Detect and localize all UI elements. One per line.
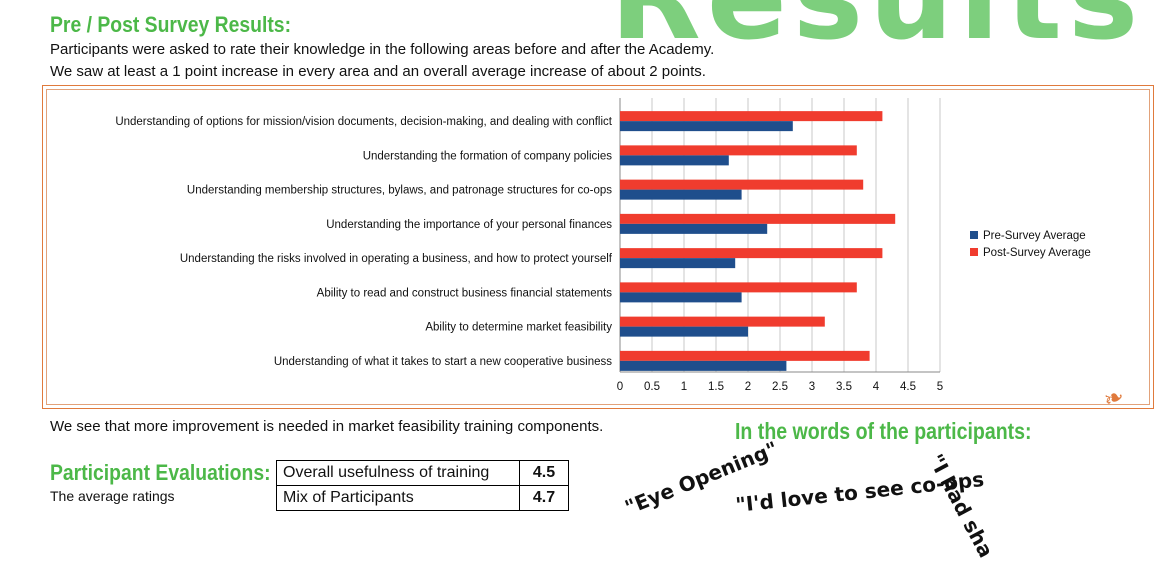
table-row: Mix of Participants 4.7 — [276, 485, 569, 511]
legend-label: Pre-Survey Average — [983, 230, 1086, 242]
x-tick-label: 2.5 — [772, 381, 788, 393]
bar-post — [620, 213, 896, 224]
survey-chart: 0 0.5 1 1.5 2 2.5 3 3.5 4 4.5 5 Understanding of op… — [115, 98, 1091, 393]
category-label: Understanding the formation of company p… — [363, 150, 613, 162]
category-label: Understanding of options for mission/vis… — [115, 116, 612, 128]
category-label: Understanding membership structures, byl… — [187, 185, 612, 197]
bar-post — [620, 248, 883, 259]
bar-post — [620, 350, 870, 361]
eval-label: Mix of Participants — [276, 485, 520, 511]
category-label: Understanding the importance of your per… — [326, 219, 612, 231]
intro-line-1: Participants were asked to rate their kn… — [50, 41, 715, 58]
big-title: Results — [610, 0, 1144, 56]
bar-post — [620, 145, 857, 156]
participant-quote: "I had sha — [923, 450, 999, 561]
bar-post — [620, 316, 825, 327]
eval-label: Overall usefulness of training — [276, 460, 520, 486]
legend-label: Post-Survey Average — [983, 247, 1091, 259]
evaluations-heading: Participant Evaluations: — [50, 460, 271, 485]
legend-swatch — [970, 248, 978, 256]
legend-swatch — [970, 231, 978, 239]
evaluations-table: Overall usefulness of training 4.5 Mix o… — [276, 460, 569, 511]
x-tick-label: 0.5 — [644, 381, 660, 393]
bar-pre — [620, 121, 793, 132]
x-tick-label: 3 — [809, 381, 815, 393]
eval-value: 4.7 — [519, 485, 569, 511]
category-label: Understanding the risks involved in oper… — [180, 253, 613, 265]
x-tick-label: 0 — [617, 381, 623, 393]
category-label: Ability to determine market feasibility — [425, 322, 612, 334]
chart-frame — [42, 85, 1154, 409]
bar-post — [620, 282, 857, 293]
x-tick-label: 1.5 — [708, 381, 724, 393]
category-label: Ability to read and construct business f… — [317, 287, 613, 299]
bar-pre — [620, 360, 787, 371]
x-tick-label: 3.5 — [836, 381, 852, 393]
bar-pre — [620, 326, 748, 337]
x-tick-label: 4.5 — [900, 381, 916, 393]
bar-pre — [620, 292, 742, 303]
eval-value: 4.5 — [519, 460, 569, 486]
intro-line-2: We saw at least a 1 point increase in ev… — [50, 63, 706, 80]
note-text: We see that more improvement is needed i… — [50, 418, 604, 435]
bar-pre — [620, 189, 742, 200]
bar-pre — [620, 223, 768, 234]
x-tick-label: 5 — [937, 381, 943, 393]
bar-post — [620, 111, 883, 122]
survey-heading: Pre / Post Survey Results: — [50, 12, 292, 37]
bar-post — [620, 179, 864, 190]
bar-pre — [620, 155, 729, 166]
x-tick-label: 4 — [873, 381, 880, 393]
table-row: Overall usefulness of training 4.5 — [276, 460, 569, 486]
evaluations-subheading: The average ratings — [50, 488, 175, 504]
x-tick-label: 2 — [745, 381, 751, 393]
category-label: Understanding of what it takes to start … — [274, 356, 612, 368]
x-tick-label: 1 — [681, 381, 687, 393]
bar-pre — [620, 258, 736, 269]
participants-words-heading: In the words of the participants: — [735, 418, 1032, 444]
